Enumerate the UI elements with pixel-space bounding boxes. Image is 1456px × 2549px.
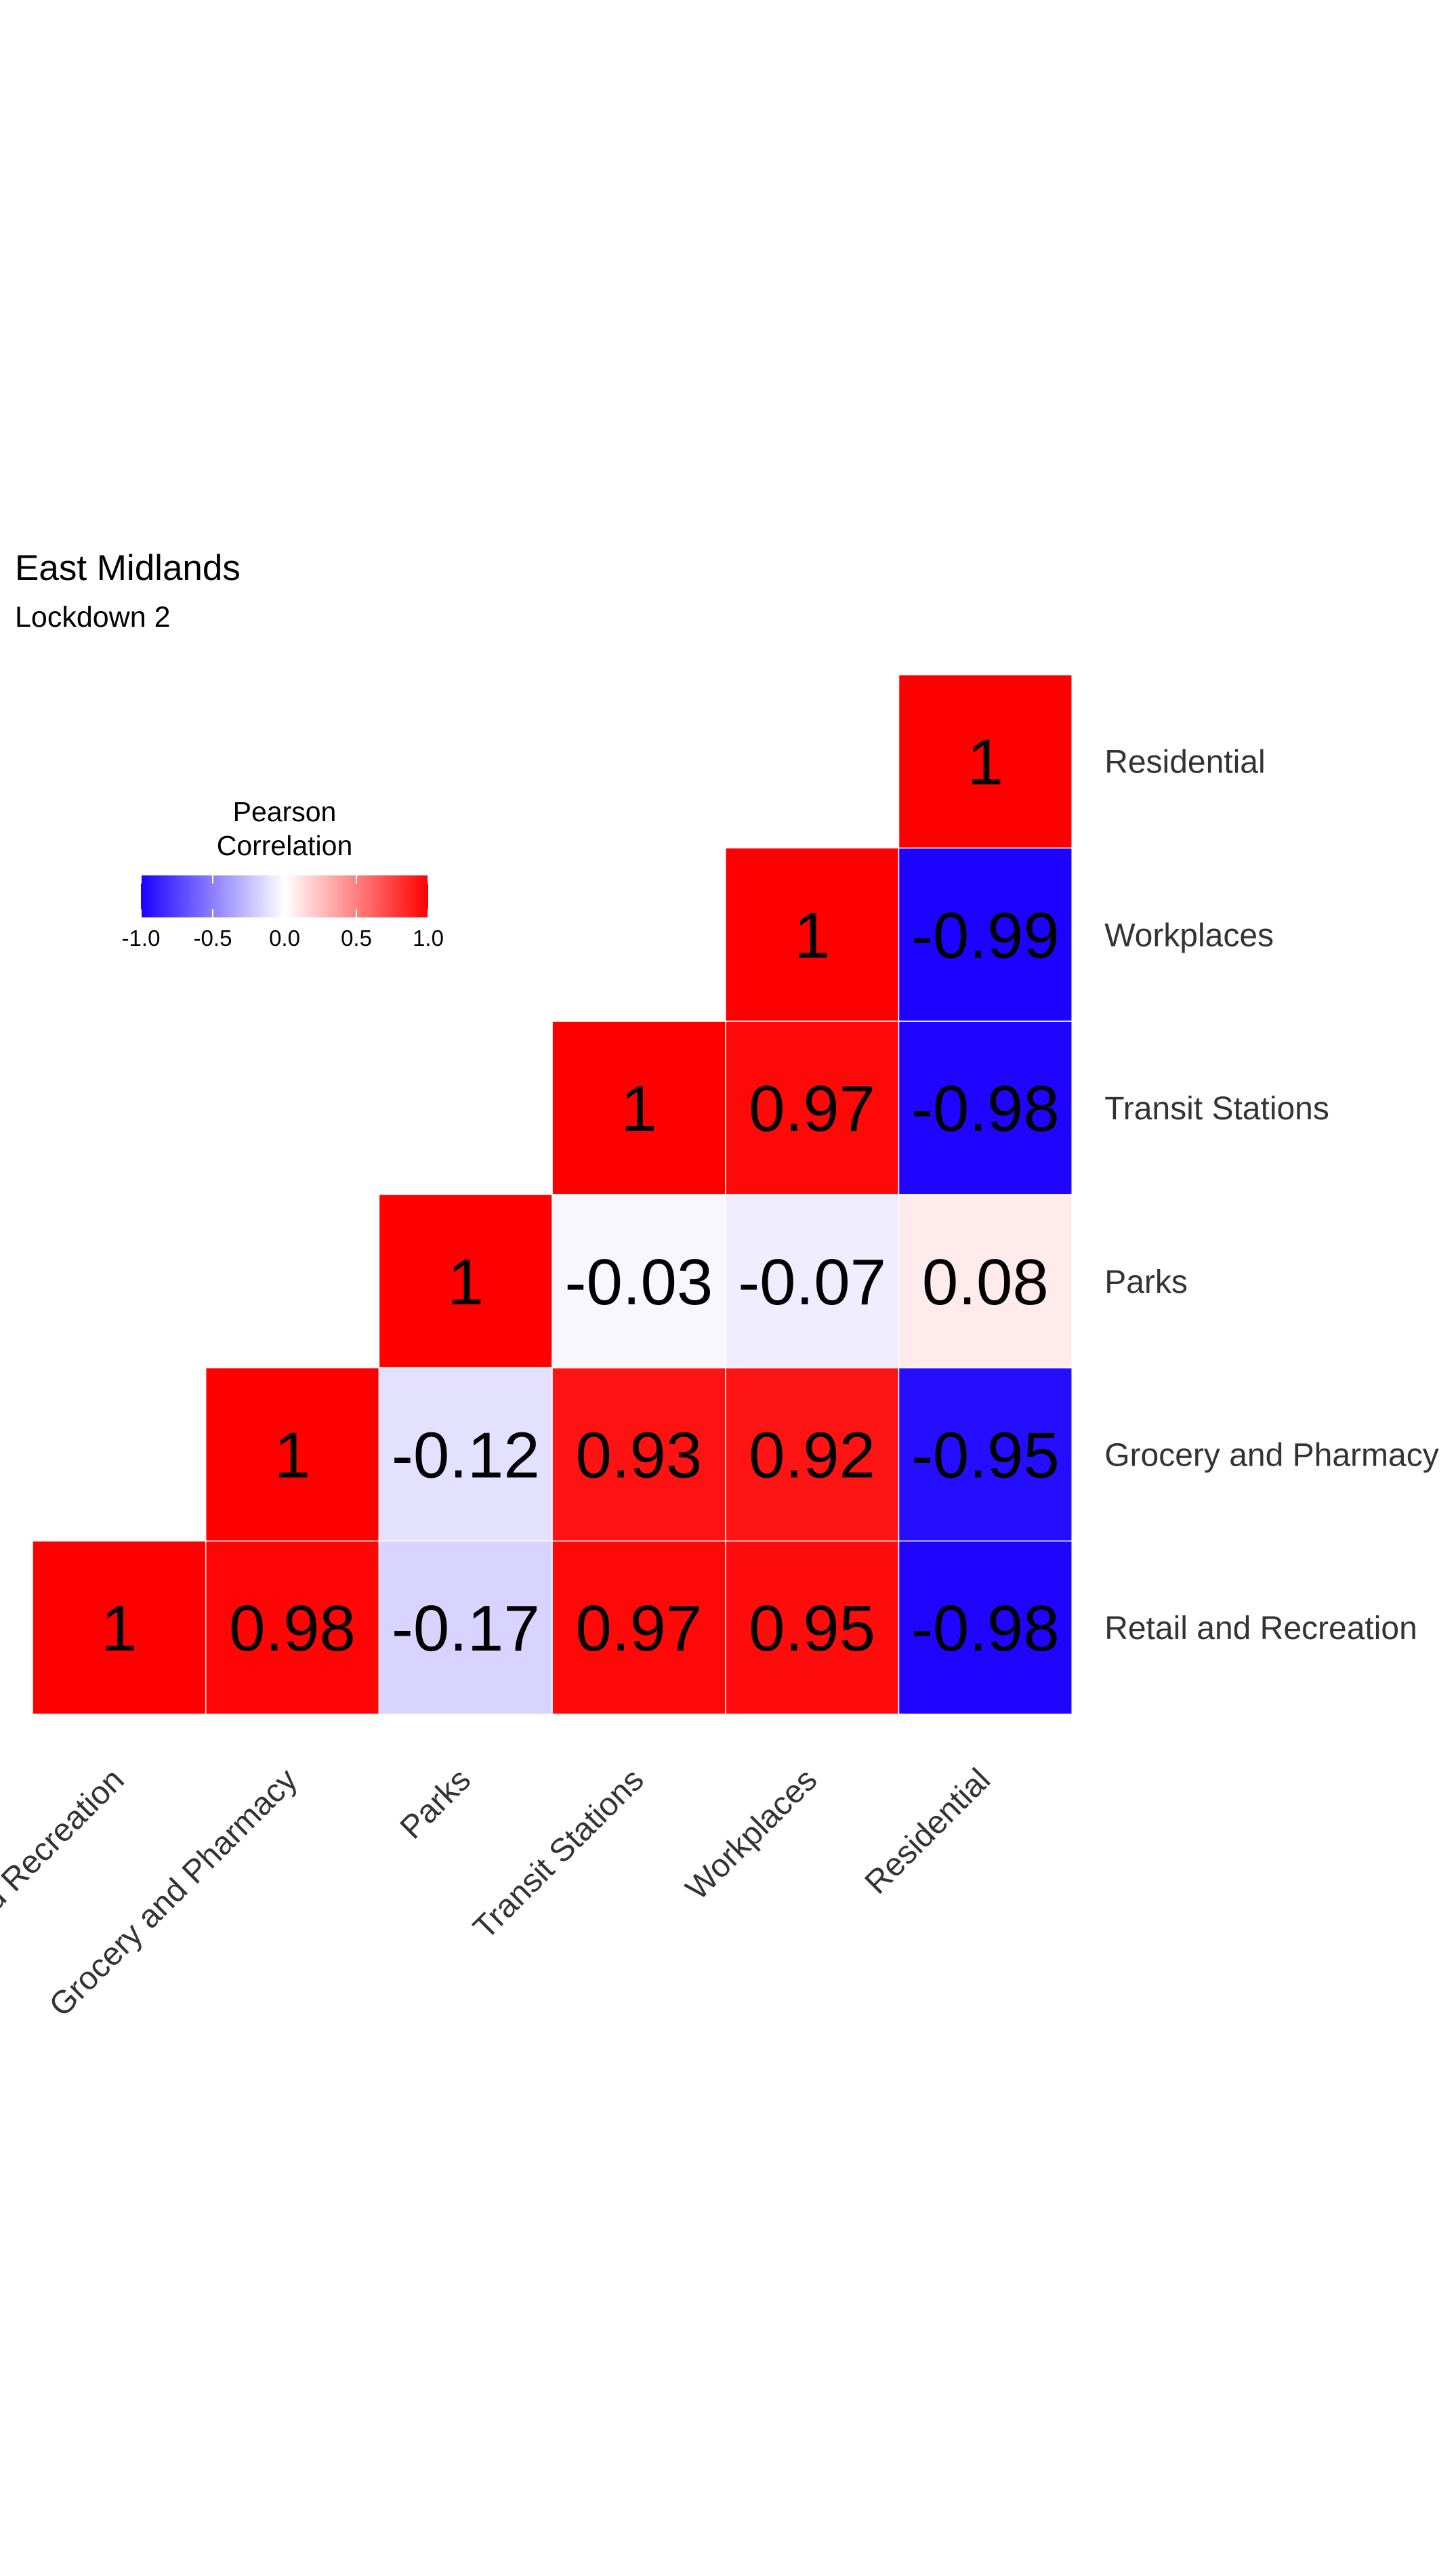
heatmap-cell-transit-stations-residential [898, 1020, 1073, 1195]
legend-title-line2: Correlation [217, 830, 353, 861]
heatmap-cell-parks-parks [378, 1194, 553, 1369]
cell-value-label: -0.12 [392, 1419, 540, 1491]
heatmap-cell-grocery-and-pharmacy-transit-stations [552, 1367, 726, 1542]
heatmap-cell-grocery-and-pharmacy-workplaces [725, 1367, 900, 1542]
heatmap-cell-workplaces-residential [898, 847, 1073, 1022]
cell-value-label: 0.98 [229, 1592, 356, 1665]
row-label-retail-and-recreation: Retail and Recreation [1104, 1611, 1417, 1646]
heatmap-cell-parks-residential [898, 1194, 1073, 1369]
row-label-transit-stations: Transit Stations [1104, 1091, 1329, 1127]
cell-value-label: 1 [101, 1592, 137, 1665]
column-label-transit-stations: Transit Stations [467, 1762, 651, 1946]
cell-value-label: 0.97 [749, 1073, 875, 1145]
heatmap-cell-grocery-and-pharmacy-grocery-and-pharmacy [205, 1367, 380, 1542]
heatmap-cell-workplaces-workplaces [725, 847, 900, 1022]
legend: Pearson Correlation -1.0 -0.5 0.0 0.5 1.0 [122, 796, 444, 951]
cell-value-label: 0.93 [575, 1419, 702, 1491]
heatmap-cell-residential-residential [898, 674, 1073, 849]
column-label-parks: Parks [394, 1762, 478, 1846]
legend-title-line1: Pearson [233, 796, 337, 827]
column-label-workplaces: Workplaces [679, 1762, 824, 1907]
cell-value-label: -0.95 [911, 1419, 1060, 1491]
legend-tick-label: 0.5 [341, 926, 372, 951]
heatmap-cell-grocery-and-pharmacy-parks [378, 1367, 553, 1542]
heatmap-cell-retail-and-recreation-residential [898, 1540, 1073, 1715]
legend-tick-label: -1.0 [122, 926, 161, 951]
cell-value-label: 0.08 [922, 1246, 1049, 1319]
legend-tick-label: -0.5 [194, 926, 232, 951]
row-label-parks: Parks [1104, 1264, 1188, 1300]
cell-value-label: -0.17 [392, 1592, 540, 1665]
cell-value-label: 0.95 [749, 1592, 875, 1665]
heatmap-cells: 1 0.98 -0.17 0.97 0.95 -0.98 1 -0.12 0.93 0.92 -0.… [32, 674, 1073, 1715]
heatmap-cell-transit-stations-workplaces [725, 1020, 900, 1195]
heatmap-cell-retail-and-recreation-grocery-and-pharmacy [205, 1540, 380, 1715]
column-label-residential: Residential [858, 1762, 997, 1901]
legend-ticks: -1.0 -0.5 0.0 0.5 1.0 [122, 875, 444, 951]
heatmap-cell-transit-stations-transit-stations [552, 1020, 726, 1195]
row-label-grocery-and-pharmacy: Grocery and Pharmacy [1104, 1437, 1439, 1473]
cell-value-label: -0.99 [911, 899, 1060, 972]
cell-value-label: 0.92 [749, 1419, 875, 1491]
row-label-workplaces: Workplaces [1104, 917, 1274, 953]
legend-tick-label: 0.0 [269, 926, 300, 951]
chart-subtitle: Lockdown 2 [15, 601, 171, 634]
cell-value-label: 1 [794, 899, 830, 972]
cell-value-label: -0.98 [911, 1073, 1060, 1145]
legend-tick-label: 1.0 [413, 926, 444, 951]
row-labels: Residential Workplaces Transit Stations Par… [1104, 745, 1439, 1647]
cell-value-label: 1 [274, 1419, 310, 1491]
cell-value-label: 0.97 [575, 1592, 702, 1665]
row-label-residential: Residential [1104, 745, 1265, 781]
heatmap-cell-parks-transit-stations [552, 1194, 726, 1369]
heatmap-cell-retail-and-recreation-transit-stations [552, 1540, 726, 1715]
cell-value-label: -0.98 [911, 1592, 1060, 1665]
heatmap-cell-grocery-and-pharmacy-residential [898, 1367, 1073, 1542]
cell-value-label: -0.03 [564, 1246, 713, 1319]
chart-title: East Midlands [15, 548, 241, 588]
cell-value-label: -0.07 [738, 1246, 886, 1319]
heatmap-cell-retail-and-recreation-retail-and-recreation [32, 1540, 207, 1715]
cell-value-label: 1 [448, 1246, 484, 1319]
heatmap-cell-retail-and-recreation-workplaces [725, 1540, 900, 1715]
cell-value-label: 1 [968, 726, 1003, 799]
cell-value-label: 1 [621, 1073, 657, 1145]
